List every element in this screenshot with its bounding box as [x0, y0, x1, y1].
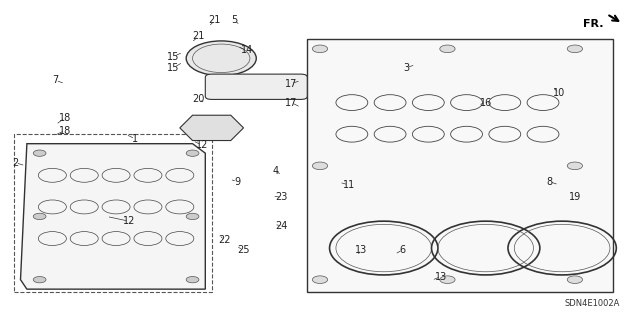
Text: 6: 6 — [400, 245, 406, 255]
Circle shape — [567, 276, 582, 284]
Circle shape — [186, 213, 199, 219]
Text: 17: 17 — [285, 98, 298, 108]
Text: 15: 15 — [167, 63, 180, 73]
Text: 5: 5 — [231, 15, 237, 26]
Text: 18: 18 — [59, 113, 71, 123]
Text: 9: 9 — [234, 177, 240, 187]
Polygon shape — [180, 115, 244, 141]
Text: 4: 4 — [273, 166, 278, 175]
Circle shape — [567, 45, 582, 53]
Polygon shape — [20, 144, 205, 289]
Circle shape — [312, 276, 328, 284]
Circle shape — [33, 213, 46, 219]
Text: 3: 3 — [403, 63, 409, 73]
Circle shape — [440, 276, 455, 284]
Text: 8: 8 — [547, 177, 552, 187]
Polygon shape — [307, 39, 613, 292]
Text: 17: 17 — [285, 78, 298, 89]
Circle shape — [312, 45, 328, 53]
Text: 1: 1 — [132, 134, 138, 144]
Text: 10: 10 — [553, 88, 565, 98]
Text: 21: 21 — [193, 31, 205, 41]
Text: 12: 12 — [196, 140, 208, 150]
Circle shape — [186, 150, 199, 156]
Text: 18: 18 — [59, 126, 71, 136]
Circle shape — [33, 150, 46, 156]
Text: 7: 7 — [52, 76, 59, 85]
Text: 2: 2 — [12, 158, 19, 168]
Text: 19: 19 — [569, 192, 581, 203]
Text: 14: 14 — [241, 45, 253, 56]
Text: FR.: FR. — [583, 19, 604, 29]
FancyBboxPatch shape — [205, 74, 307, 100]
Text: 24: 24 — [276, 221, 288, 231]
Text: SDN4E1002A: SDN4E1002A — [564, 299, 620, 308]
Text: 15: 15 — [167, 52, 180, 62]
Text: 25: 25 — [237, 245, 250, 255]
Text: 16: 16 — [479, 98, 492, 108]
Text: 23: 23 — [276, 192, 288, 203]
Circle shape — [186, 41, 256, 76]
Circle shape — [186, 277, 199, 283]
Circle shape — [440, 45, 455, 53]
Text: 21: 21 — [209, 15, 221, 26]
Text: 13: 13 — [435, 271, 447, 281]
Text: 20: 20 — [193, 94, 205, 104]
Text: 12: 12 — [123, 216, 135, 226]
Circle shape — [567, 162, 582, 170]
Text: 11: 11 — [342, 180, 355, 190]
Text: 13: 13 — [355, 245, 367, 255]
Circle shape — [312, 162, 328, 170]
Text: 22: 22 — [218, 235, 230, 245]
Circle shape — [33, 277, 46, 283]
